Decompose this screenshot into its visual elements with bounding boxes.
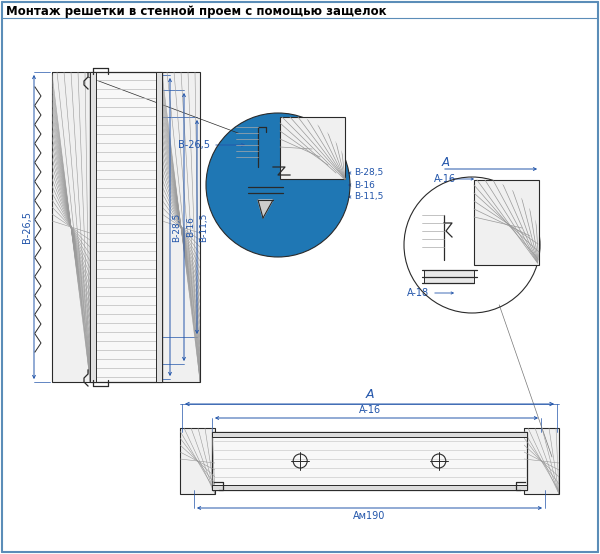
Bar [212,432,527,490]
Text: A-18: A-18 [407,288,429,298]
Bar [162,72,200,382]
Text: B-11,5: B-11,5 [354,192,383,202]
Bar [180,428,215,494]
Bar [212,432,527,437]
Text: B-26,5: B-26,5 [22,211,32,243]
Bar [156,72,162,382]
Text: B-11,5: B-11,5 [199,212,208,242]
Text: B-26,5: B-26,5 [178,140,210,150]
Text: B-28,5: B-28,5 [354,168,383,177]
Polygon shape [258,200,273,218]
Bar [474,180,539,265]
Text: B-16: B-16 [354,181,375,189]
Bar [280,117,345,179]
Circle shape [206,113,350,257]
Bar [52,72,90,382]
Text: Aм190: Aм190 [353,511,386,521]
Bar [212,485,527,490]
Text: A: A [365,388,374,402]
Bar [524,428,559,494]
Text: A-16: A-16 [358,405,380,415]
Bar [524,428,559,494]
Text: A-16: A-16 [434,174,456,184]
Text: B-16: B-16 [186,217,195,238]
Text: B-28,5: B-28,5 [172,212,181,242]
Text: Монтаж решетки в стенной проем с помощью защелок: Монтаж решетки в стенной проем с помощью… [6,4,386,18]
Bar [424,270,474,283]
Bar [180,428,215,494]
Bar [90,72,96,382]
Bar [90,72,162,382]
Text: A: A [442,156,450,170]
Bar [52,72,90,382]
Bar [162,72,200,382]
